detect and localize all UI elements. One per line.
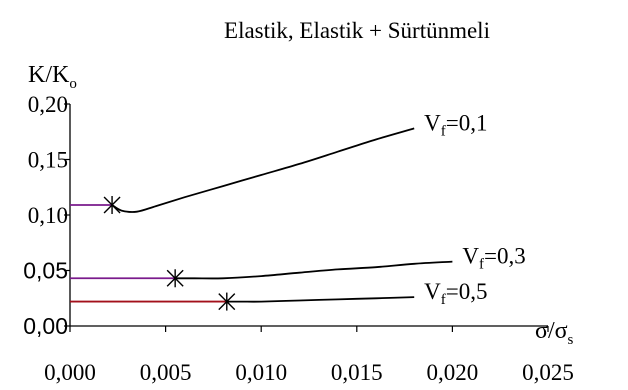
series-curve	[175, 260, 453, 280]
chart-title: Elastik, Elastik + Sürtünmeli	[224, 18, 490, 43]
series-label: Vf=0,3	[462, 244, 525, 273]
y-axis-label-main: K/K	[28, 62, 70, 88]
y-tick-label: 0,00	[23, 313, 68, 339]
series-3: Vf=0,5	[70, 279, 488, 311]
series-label-main: V	[424, 279, 441, 304]
x-tick-label: 0,005	[140, 360, 192, 385]
series-label: Vf=0,1	[424, 110, 487, 139]
x-tick-label: 0,000	[44, 360, 96, 385]
y-tick-label: 0,15	[28, 148, 68, 173]
x-tick-label: 0,015	[331, 360, 383, 385]
x-axis-label: σ/σs	[535, 318, 574, 348]
x-tick-label: 0,020	[427, 360, 479, 385]
transition-marker	[103, 196, 121, 215]
series-label-main: V	[424, 110, 441, 135]
series-label-sub: f	[479, 257, 484, 273]
series-label-rest: =0,5	[446, 279, 488, 304]
series-curve	[111, 127, 415, 213]
transition-marker	[166, 269, 184, 288]
x-axis-label-sub: s	[568, 332, 574, 348]
y-ticks: 0,00 0,05 0,10 0,15 0,20	[23, 92, 70, 339]
series-group: Vf=0,1Vf=0,3Vf=0,5	[70, 110, 526, 311]
transition-marker	[218, 292, 236, 311]
x-tick-label: 0,010	[235, 360, 287, 385]
series-label-sub: f	[441, 123, 446, 139]
series-label-main: V	[462, 244, 479, 269]
series-2: Vf=0,3	[70, 244, 526, 288]
y-axis-label: K/Ko	[28, 62, 77, 92]
series-curve	[226, 296, 415, 303]
y-tick-label: 0,20	[28, 92, 68, 117]
series-1: Vf=0,1	[70, 110, 488, 215]
series-label: Vf=0,5	[424, 279, 487, 308]
y-axis-label-sub: o	[69, 76, 77, 92]
series-label-sub: f	[441, 292, 446, 308]
y-tick-label: 0,05	[23, 258, 68, 284]
y-tick-label: 0,10	[28, 203, 68, 228]
x-axis-label-main: σ/σ	[535, 318, 568, 344]
x-tick-label: 0,025	[522, 360, 574, 385]
x-ticks: 0,000 0,005 0,010 0,015 0,020 0,025	[44, 326, 574, 385]
series-label-rest: =0,1	[446, 110, 488, 135]
series-label-rest: =0,3	[484, 244, 526, 269]
